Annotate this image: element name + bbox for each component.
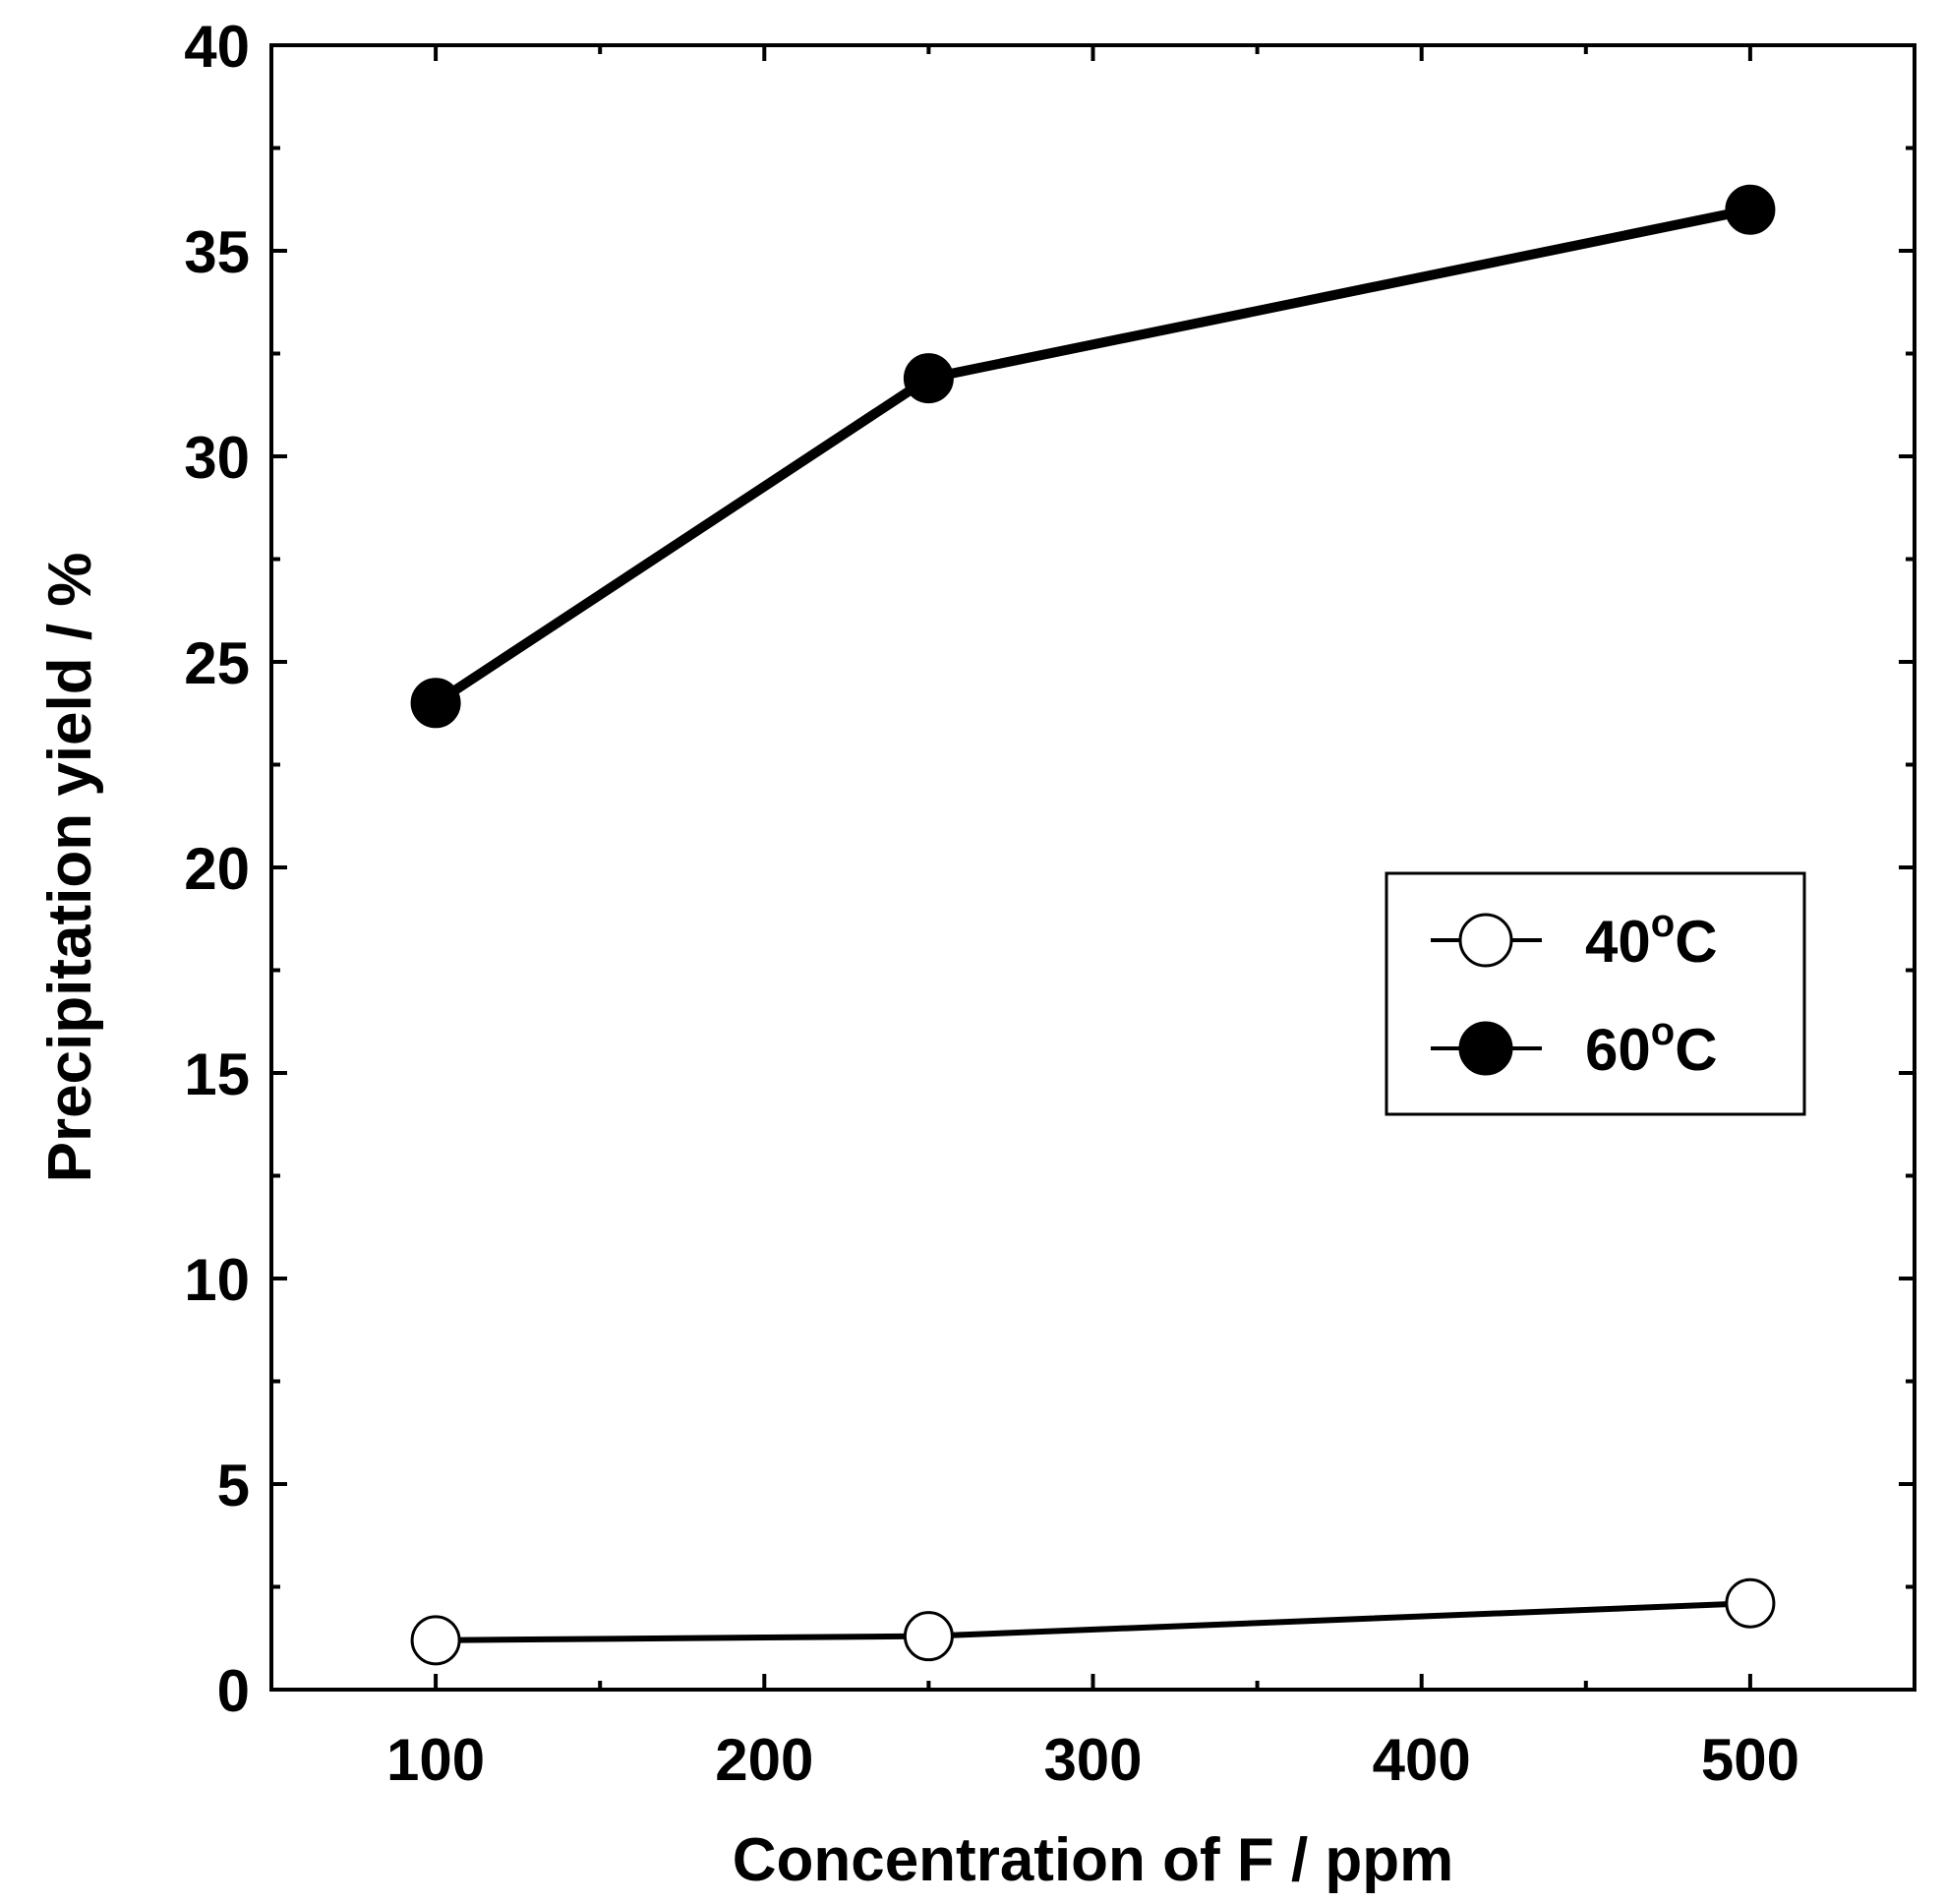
y-tick-label: 25: [184, 630, 250, 696]
x-tick-label: 500: [1701, 1727, 1799, 1793]
series-line-40: [436, 1600, 1751, 1643]
y-tick-label: 30: [184, 425, 250, 491]
series-line-60: [433, 205, 1751, 707]
series-points: [410, 184, 1776, 1666]
plot-frame: [269, 43, 1916, 1692]
legend-marker: [1458, 913, 1513, 968]
x-tick-label: 100: [386, 1727, 485, 1793]
plot-area: [269, 43, 1916, 1692]
x-tick-label: 400: [1373, 1727, 1471, 1793]
data-point: [1725, 1577, 1776, 1629]
legend: 40oC 60oC: [1385, 871, 1806, 1116]
x-tick-label: 200: [715, 1727, 813, 1793]
y-tick-label: 15: [184, 1041, 250, 1107]
y-tick-label: 40: [184, 14, 250, 80]
data-point: [410, 678, 461, 729]
axis-ticks: [271, 43, 1916, 1692]
y-tick-label: 10: [184, 1247, 250, 1313]
data-point: [410, 1615, 461, 1666]
legend-entry-label: 40oC: [1585, 902, 1718, 975]
y-tick-label: 35: [184, 219, 250, 285]
x-tick-label: 300: [1043, 1727, 1142, 1793]
legend-marker: [1458, 1021, 1513, 1076]
legend-box: [1385, 871, 1806, 1116]
data-point: [903, 353, 954, 404]
x-axis-label: Concentration of F / ppm: [733, 1826, 1454, 1894]
y-axis-label: Precipitation yield / %: [36, 553, 104, 1183]
data-point: [1725, 184, 1776, 235]
legend-entry-label: 60oC: [1585, 1010, 1718, 1083]
data-point: [903, 1611, 954, 1662]
tick-labels: 100 200 300 400 500 0 5 10 15 20 25 30 35 40: [184, 14, 1799, 1793]
y-tick-label: 0: [217, 1658, 250, 1724]
y-tick-label: 20: [184, 836, 250, 902]
y-tick-label: 5: [217, 1453, 250, 1518]
